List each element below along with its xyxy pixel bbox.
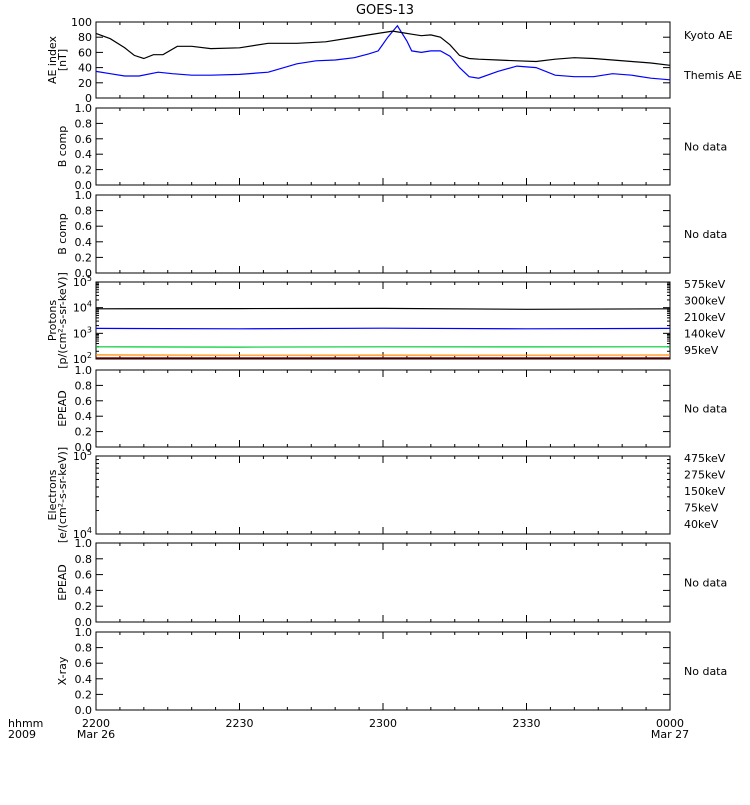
y-tick-label: 0.2 (75, 426, 93, 439)
x-tick-date: Mar 27 (651, 728, 689, 741)
no-data-label: No data (684, 141, 727, 154)
y-tick-label: 103 (73, 325, 92, 340)
panel-frame (96, 543, 670, 622)
y-tick-label: 0.4 (75, 673, 93, 686)
y-axis-label: [nT] (56, 49, 69, 71)
legend-entry: Kyoto AE (684, 29, 733, 42)
legend-entry: 475keV (684, 452, 726, 465)
y-tick-label: 0.8 (75, 379, 93, 392)
panel-xray: 0.0 0.2 0.4 0.6 0.8 1.0 X-ray No data (56, 626, 727, 717)
y-tick-label: 0.8 (75, 553, 93, 566)
y-tick-label: 0.2 (75, 164, 93, 177)
no-data-label: No data (684, 577, 727, 590)
series-95kev (96, 308, 670, 309)
y-tick-label: 0.6 (75, 220, 93, 233)
y-tick-label: 0.2 (75, 251, 93, 264)
y-tick-label: 105 (73, 274, 92, 289)
y-tick-label: 104 (73, 300, 92, 315)
y-tick-label: 1.0 (75, 626, 93, 639)
legend-entry: 40keV (684, 518, 719, 531)
y-tick-label: 0.4 (75, 584, 93, 597)
y-axis-label: B comp (56, 126, 69, 168)
y-tick-label: 1.0 (75, 364, 93, 377)
panel-frame (96, 108, 670, 185)
legend-entry: 140keV (684, 328, 726, 341)
legend-entry: Themis AE (683, 69, 742, 82)
panel-electrons: 104105Electrons[e/(cm²-s-sr-keV)]475keV2… (46, 447, 726, 543)
no-data-label: No data (684, 403, 727, 416)
y-tick-label: 0.8 (75, 642, 93, 655)
series-140kev (96, 328, 670, 329)
panel-frame (96, 195, 670, 273)
y-tick-label: 40 (78, 62, 92, 75)
y-tick-label: 80 (78, 31, 92, 44)
y-tick-label: 1.0 (75, 102, 93, 115)
y-tick-label: 0.8 (75, 205, 93, 218)
y-axis-label: EPEAD (56, 390, 69, 427)
y-tick-label: 0.4 (75, 236, 93, 249)
y-tick-label: 105 (73, 448, 92, 463)
panel-frame (96, 456, 670, 534)
series-themis-ae (96, 31, 670, 65)
y-axis-label: EPEAD (56, 564, 69, 601)
panel-frame (96, 632, 670, 710)
y-tick-label: 20 (78, 77, 92, 90)
y-axis-label: B comp (56, 213, 69, 255)
legend-entry: 210keV (684, 311, 726, 324)
y-tick-label: 0.6 (75, 133, 93, 146)
legend-entry: 150keV (684, 485, 726, 498)
y-tick-label: 0.2 (75, 600, 93, 613)
y-axis-label: X-ray (56, 656, 69, 685)
x-tick-label: 2300 (369, 717, 397, 730)
y-tick-label: 0.4 (75, 148, 93, 161)
x-tick-label: 2330 (513, 717, 541, 730)
panel-frame (96, 22, 670, 98)
y-axis-label: [p/(cm²-s-sr-keV)] (56, 272, 69, 369)
legend-entry: 275keV (684, 469, 726, 482)
y-tick-label: 100 (71, 16, 92, 29)
legend-entry: 95keV (684, 344, 719, 357)
y-axis-label: [e/(cm²-s-sr-keV)] (56, 447, 69, 543)
y-tick-label: 1.0 (75, 189, 93, 202)
legend-entry: 75keV (684, 502, 719, 515)
no-data-label: No data (684, 665, 727, 678)
no-data-label: No data (684, 228, 727, 241)
y-tick-label: 0.2 (75, 688, 93, 701)
x-row-label-year: 2009 (8, 728, 36, 741)
x-tick-label: 2230 (226, 717, 254, 730)
y-tick-label: 0.0 (75, 704, 93, 717)
y-tick-label: 0.6 (75, 569, 93, 582)
y-tick-label: 0.6 (75, 657, 93, 670)
x-tick-date: Mar 26 (77, 728, 115, 741)
y-tick-label: 0.6 (75, 395, 93, 408)
y-tick-label: 1.0 (75, 537, 93, 550)
legend-entry: 300keV (684, 295, 726, 308)
plot-title: GOES-13 (356, 3, 414, 18)
panel-protons: 102103104105Protons[p/(cm²-s-sr-keV)]575… (46, 272, 726, 369)
series-kyoto-ae (96, 26, 670, 80)
panel-frame (96, 370, 670, 447)
legend-entry: 575keV (684, 278, 726, 291)
y-tick-label: 0.8 (75, 117, 93, 130)
y-tick-label: 0.4 (75, 410, 93, 423)
y-tick-label: 60 (78, 46, 92, 59)
